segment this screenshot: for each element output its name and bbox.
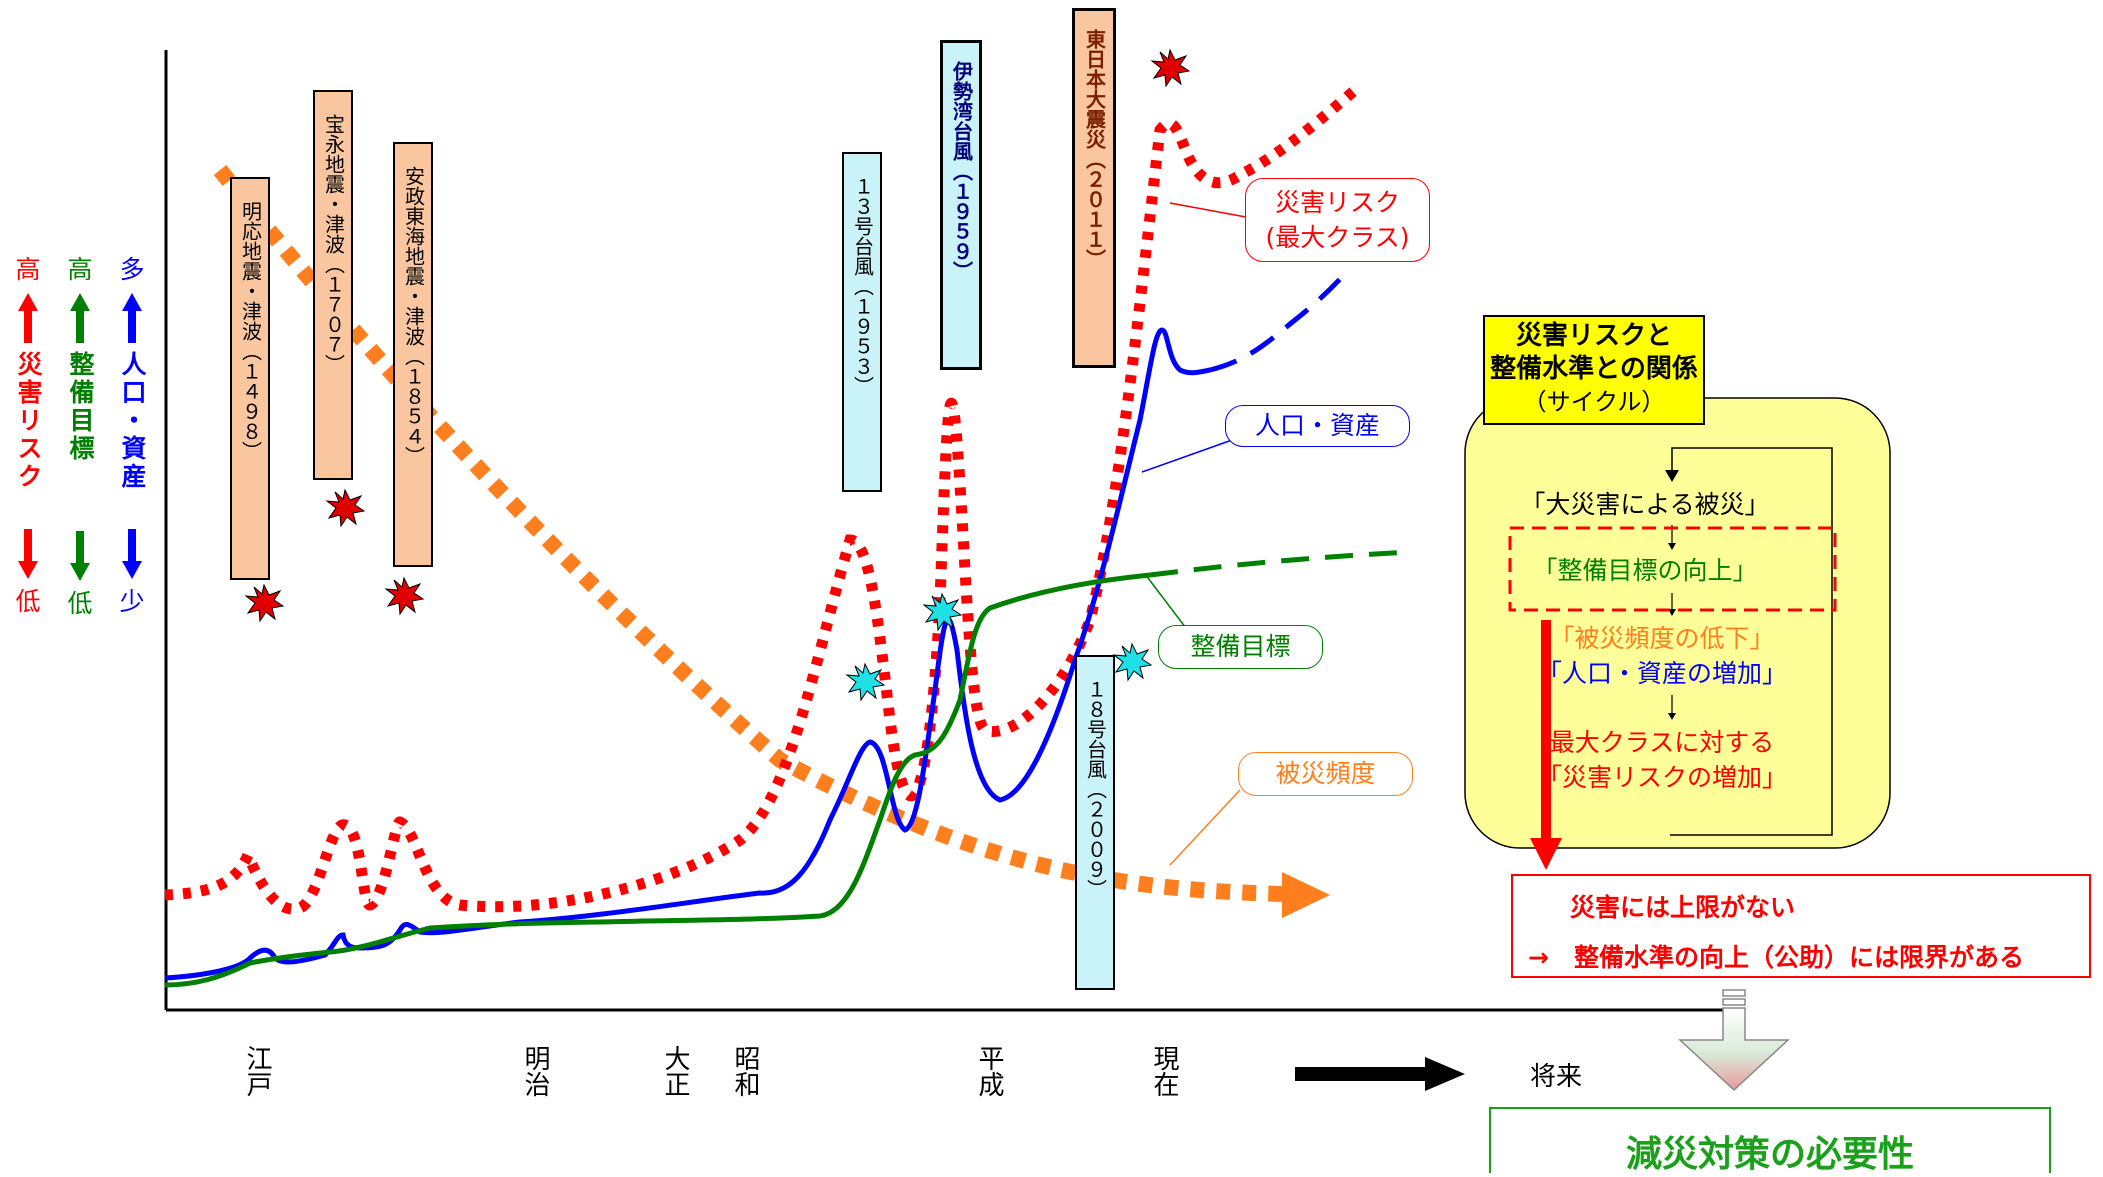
conclusion-box [1489, 1107, 2051, 1173]
event-label: 宝永地震・津波（１７０７） [321, 114, 346, 374]
explosion-icon [325, 488, 366, 528]
assets-callout: 人口・資産 [1225, 405, 1410, 447]
era-showa: 昭和 [730, 1045, 760, 1097]
up-arrow-icon [122, 293, 142, 343]
legend-assets-label: 人口・資産 [118, 351, 147, 491]
legend-risk-low: 低 [15, 587, 41, 616]
cycle-step-assets: 「人口・資産の増加」 [1536, 659, 1787, 688]
assets-callout-leader [1141, 439, 1233, 473]
target-curve [164, 572, 1151, 988]
down-arrow-icon [18, 529, 38, 579]
legend-assets-low: 少 [119, 587, 145, 616]
era-heisei: 平成 [974, 1045, 1004, 1097]
event-label: １３号台風（１９５３） [850, 176, 875, 396]
era-edo: 江戸 [242, 1045, 272, 1097]
risk-callout: 災害リスク (最大クラス) [1245, 178, 1430, 262]
era-meiji: 明治 [520, 1045, 550, 1097]
up-arrow-icon [18, 293, 38, 343]
explosion-icon [244, 583, 285, 623]
event-label: 明応地震・津波（１４９８） [238, 201, 263, 461]
target-callout-label: 整備目標 [1190, 632, 1291, 661]
legend-risk: 高 災害リスク 低 [7, 255, 49, 617]
event-label: 東日本大震災（２０１１） [1082, 29, 1107, 269]
cycle-arrow-icon [1665, 470, 1679, 482]
era-present: 現在 [1149, 1045, 1179, 1097]
down-arrow-icon [1722, 989, 1746, 997]
explosion-icon [384, 576, 425, 616]
cycle-loop-line [1670, 447, 1833, 836]
down-arrow-icon [1722, 998, 1746, 1006]
explosion-icon [845, 662, 886, 702]
limits-line1: 災害には上限がない [1570, 893, 1796, 922]
event-label: 安政東海地震・津波（１８５４） [401, 166, 426, 466]
event-typhoon18-2009: １８号台風（２００９） [1075, 655, 1115, 990]
legend-target-high: 高 [67, 255, 93, 284]
future-label: 将来 [1530, 1062, 1583, 1092]
cycle-step-risk1: 最大クラスに対する [1549, 728, 1775, 757]
frequency-callout-label: 被災頻度 [1275, 759, 1376, 788]
limits-line2: → 整備水準の向上（公助）には限界がある [1528, 943, 2024, 972]
cycle-title: 災害リスクと 整備水準との関係 （サイクル） [1483, 315, 1705, 425]
cycle-arrow-icon [1668, 713, 1676, 720]
cycle-step-risk2: 「災害リスクの増加」 [1536, 763, 1787, 792]
event-ansei-1854: 安政東海地震・津波（１８５４） [393, 142, 433, 567]
risk-curve [164, 85, 1359, 915]
legend-risk-high: 高 [15, 255, 41, 284]
legend-target-label: 整備目標 [66, 351, 95, 463]
frequency-callout: 被災頻度 [1238, 752, 1413, 796]
up-arrow-icon [70, 293, 90, 343]
cycle-title-line2: 整備水準との関係 [1490, 354, 1698, 384]
risk-callout-line2: (最大クラス) [1265, 223, 1410, 252]
event-typhoon13-1953: １３号台風（１９５３） [842, 152, 882, 492]
event-label: １８号台風（２００９） [1083, 679, 1108, 899]
explosion-icon [1150, 48, 1191, 88]
frequency-callout-leader [1169, 789, 1241, 866]
event-isewan-1959: 伊勢湾台風（１９５９） [940, 40, 982, 370]
target-curve-future [1149, 549, 1411, 578]
legend-risk-label: 災害リスク [14, 351, 43, 491]
target-callout: 整備目標 [1158, 625, 1323, 669]
down-arrow-icon [70, 531, 90, 581]
assets-curve [164, 327, 1211, 981]
target-step-highlight [1508, 526, 1837, 612]
era-taisho: 大正 [660, 1045, 690, 1097]
explosion-icon [922, 592, 963, 632]
cycle-step-target: 「整備目標の向上」 [1532, 556, 1758, 585]
cycle-arrow-icon [1668, 543, 1676, 550]
explosion-icon [1112, 642, 1153, 682]
assets-curve-future [1209, 266, 1352, 373]
legend-assets: 多 人口・資産 少 [111, 255, 153, 617]
legend-target: 高 整備目標 低 [59, 255, 101, 619]
event-label: 伊勢湾台風（１９５９） [949, 61, 974, 281]
down-arrow-icon [1678, 1007, 1790, 1092]
cycle-title-line3: （サイクル） [1522, 388, 1666, 416]
cycle-step-frequency: 「被災頻度の低下」 [1549, 624, 1775, 653]
risk-callout-line1: 災害リスク [1274, 188, 1400, 217]
conclusion-text: 減災対策の必要性 [1625, 1134, 1914, 1175]
legend-target-low: 低 [67, 589, 93, 618]
frequency-arrowhead [1282, 872, 1330, 918]
limits-box [1511, 874, 2091, 978]
future-arrowhead [1425, 1057, 1465, 1091]
risk-increase-arrowhead [1530, 838, 1562, 870]
down-arrow-icon [122, 529, 142, 579]
assets-callout-label: 人口・資産 [1254, 411, 1380, 440]
event-higashinihon-2011: 東日本大震災（２０１１） [1072, 8, 1116, 368]
event-hoei-1707: 宝永地震・津波（１７０７） [313, 90, 353, 480]
cycle-step-disaster: 「大災害による被災」 [1520, 490, 1770, 519]
cycle-title-line1: 災害リスクと [1515, 321, 1672, 351]
frequency-curve [213, 165, 1283, 902]
event-meio-1498: 明応地震・津波（１４９８） [230, 177, 270, 580]
legend-assets-high: 多 [119, 255, 145, 284]
